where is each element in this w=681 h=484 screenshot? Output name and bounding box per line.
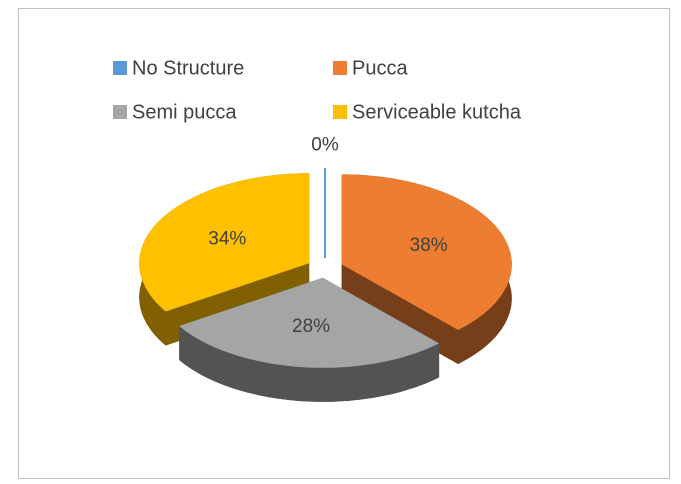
slice (341, 174, 512, 330)
data-label: 38% (410, 235, 448, 256)
legend-swatch (333, 61, 347, 75)
legend-label: Serviceable kutcha (352, 101, 522, 123)
legend-label: Semi pucca (132, 101, 237, 123)
slice-side (179, 326, 440, 402)
data-label: 0% (311, 135, 339, 156)
data-label: 28% (292, 316, 330, 337)
legend-swatch (113, 105, 127, 119)
slice (139, 173, 310, 312)
legend-swatch (333, 105, 347, 119)
legend-swatch (113, 61, 127, 75)
slice (179, 277, 440, 368)
data-label: 34% (208, 228, 246, 249)
legend-label: Pucca (352, 57, 408, 79)
legend-label: No Structure (132, 57, 244, 79)
